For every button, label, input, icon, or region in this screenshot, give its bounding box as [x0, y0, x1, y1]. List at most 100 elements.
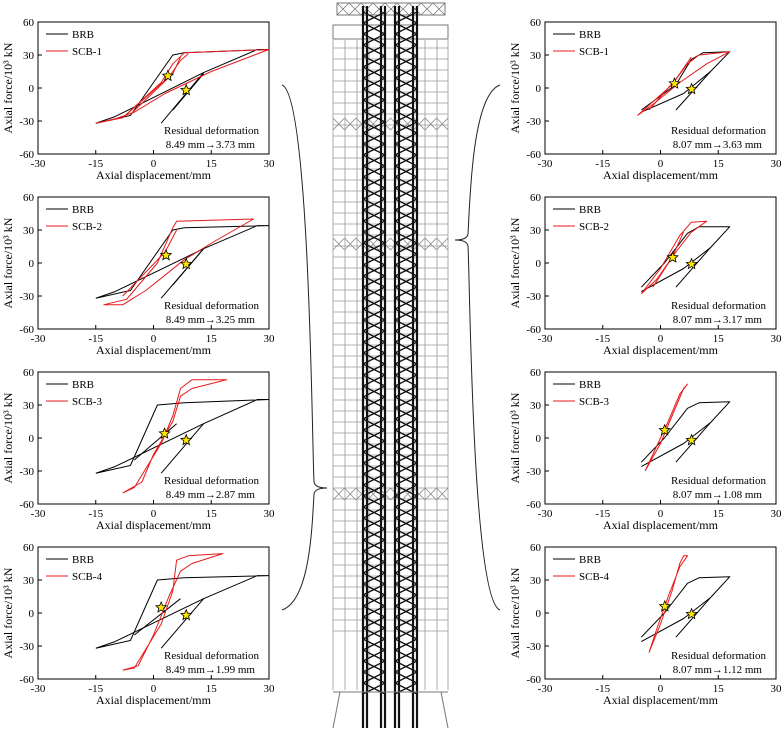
residual-title: Residual deformation — [671, 300, 767, 312]
y-tick-label: 30 — [530, 400, 542, 412]
tower-belt-brace — [344, 237, 357, 251]
core-brace — [394, 374, 418, 387]
core-brace — [394, 462, 418, 475]
y-tick-label: 0 — [29, 83, 35, 95]
x-tick-label: -15 — [595, 508, 610, 520]
x-tick-label: 15 — [713, 683, 725, 695]
plot-frame — [37, 21, 270, 155]
tower-hat-brace — [408, 2, 422, 16]
star-marker-brb — [685, 82, 698, 95]
series-line-brb-elastic — [133, 423, 177, 461]
y-tick-label: -60 — [526, 324, 541, 336]
core-brace — [362, 572, 386, 585]
core-brace — [362, 363, 386, 376]
core-brace — [362, 264, 386, 277]
series-line-scb-3 — [122, 379, 228, 494]
residual-title: Residual deformation — [671, 650, 767, 662]
y-tick-label: -30 — [526, 641, 541, 653]
core-brace — [362, 143, 386, 156]
core-brace — [394, 341, 418, 354]
plot-frame — [37, 196, 270, 330]
star-marker-scb — [658, 423, 671, 436]
series-line-brb-unload — [160, 598, 204, 649]
core-brace — [394, 330, 418, 343]
core-brace — [394, 627, 418, 640]
x-tick-label: 0 — [151, 158, 157, 170]
residual-title: Residual deformation — [164, 300, 260, 312]
series-line-scb-4 — [122, 553, 224, 671]
core-brace — [362, 418, 386, 431]
x-tick-label: -15 — [88, 333, 103, 345]
y-axis-label: Axial force/10³ kN — [508, 217, 522, 308]
core-brace — [394, 572, 418, 585]
y-axis-label: Axial force/10³ kN — [508, 567, 522, 658]
legend-label-brb: BRB — [72, 379, 94, 391]
core-brace — [362, 110, 386, 123]
core-brace — [394, 649, 418, 662]
core-brace — [394, 11, 418, 24]
core-brace — [362, 374, 386, 387]
legend-label-scb: SCB-3 — [579, 396, 609, 408]
core-brace — [362, 517, 386, 530]
core-brace — [394, 616, 418, 629]
series-line-brb — [640, 576, 731, 643]
y-axis-label: Axial force/10³ kN — [1, 567, 15, 658]
core-brace — [362, 187, 386, 200]
core-brace — [362, 583, 386, 596]
core-brace — [362, 550, 386, 563]
tower-belt-brace — [424, 237, 437, 251]
y-tick-label: 60 — [530, 192, 542, 204]
star-marker-scb — [161, 69, 175, 82]
star-marker-brb — [179, 257, 193, 270]
legend-label-scb: SCB-2 — [72, 221, 102, 233]
x-tick-label: -15 — [88, 508, 103, 520]
core-brace — [394, 88, 418, 101]
y-tick-label: 30 — [23, 575, 35, 587]
core-brace — [394, 132, 418, 145]
tower-belt-brace — [413, 117, 426, 131]
x-tick-label: 0 — [658, 683, 664, 695]
x-axis-label: Axial displacement/mm — [96, 693, 212, 707]
tower-belt-brace — [355, 237, 368, 251]
residual-title: Residual deformation — [671, 475, 767, 487]
residual-value: 8.07 mm→3.63 mm — [673, 139, 763, 151]
x-tick-label: 30 — [264, 333, 276, 345]
y-tick-label: -60 — [526, 499, 541, 511]
core-brace — [362, 11, 386, 24]
x-tick-label: -15 — [88, 683, 103, 695]
star-marker-brb — [685, 433, 698, 446]
core-brace — [362, 55, 386, 68]
core-brace — [362, 605, 386, 618]
core-brace — [362, 660, 386, 673]
tower-belt-brace — [413, 237, 426, 251]
series-line-scb-2 — [640, 220, 708, 295]
core-brace — [362, 385, 386, 398]
y-tick-label: 30 — [23, 400, 35, 412]
core-brace — [394, 121, 418, 134]
x-tick-label: -30 — [31, 158, 46, 170]
y-tick-label: 0 — [536, 433, 542, 445]
y-tick-label: -30 — [19, 116, 34, 128]
core-brace — [362, 66, 386, 79]
core-brace — [362, 528, 386, 541]
core-brace — [362, 242, 386, 255]
y-tick-label: 0 — [29, 258, 35, 270]
core-brace — [362, 671, 386, 684]
legend-label-brb: BRB — [579, 204, 601, 216]
x-axis-label: Axial displacement/mm — [603, 693, 719, 707]
y-tick-label: 60 — [23, 17, 35, 29]
x-tick-label: -15 — [595, 158, 610, 170]
core-brace — [394, 55, 418, 68]
x-tick-label: 15 — [206, 683, 218, 695]
tower-base-leg — [332, 691, 341, 729]
core-brace — [394, 440, 418, 453]
y-tick-label: 0 — [536, 83, 542, 95]
tower-belt-brace — [367, 117, 380, 131]
y-tick-label: 30 — [530, 225, 542, 237]
y-tick-label: 0 — [536, 258, 542, 270]
series-line-scb-1c — [130, 56, 181, 115]
